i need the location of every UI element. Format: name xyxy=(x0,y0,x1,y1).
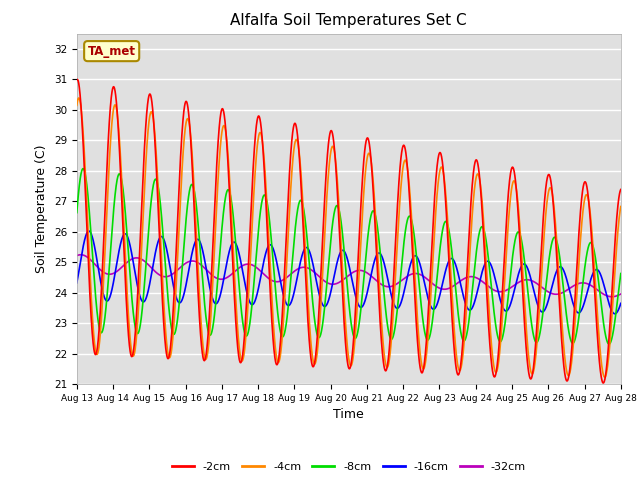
-32cm xyxy=(135,255,143,261)
-8cm xyxy=(617,271,625,276)
-4cm xyxy=(305,316,313,322)
-2cm xyxy=(600,380,607,386)
Y-axis label: Soil Temperature (C): Soil Temperature (C) xyxy=(35,144,48,273)
-4cm xyxy=(282,281,289,287)
-2cm xyxy=(282,247,289,253)
-32cm xyxy=(168,272,175,278)
-16cm xyxy=(85,228,93,234)
-16cm xyxy=(135,290,143,296)
-16cm xyxy=(607,304,614,310)
-4cm xyxy=(135,296,143,302)
-32cm xyxy=(73,253,81,259)
-32cm xyxy=(305,266,313,272)
-2cm xyxy=(305,336,313,342)
-2cm xyxy=(168,336,175,341)
Line: -4cm: -4cm xyxy=(77,98,621,377)
-2cm xyxy=(135,263,143,268)
-8cm xyxy=(168,324,175,330)
Legend: -2cm, -4cm, -8cm, -16cm, -32cm: -2cm, -4cm, -8cm, -16cm, -32cm xyxy=(167,457,531,477)
-8cm xyxy=(135,328,143,334)
-16cm xyxy=(617,300,625,306)
-2cm xyxy=(74,76,81,82)
-4cm xyxy=(548,188,556,193)
-32cm xyxy=(77,252,84,258)
Line: -8cm: -8cm xyxy=(77,168,621,344)
Title: Alfalfa Soil Temperatures Set C: Alfalfa Soil Temperatures Set C xyxy=(230,13,467,28)
-8cm xyxy=(282,325,289,331)
-2cm xyxy=(617,187,625,192)
-16cm xyxy=(168,272,175,277)
-16cm xyxy=(73,280,81,286)
-2cm xyxy=(73,77,81,83)
-32cm xyxy=(548,290,556,296)
Text: TA_met: TA_met xyxy=(88,45,136,58)
-4cm xyxy=(168,349,175,355)
-8cm xyxy=(79,166,87,171)
Line: -32cm: -32cm xyxy=(77,255,621,297)
-8cm xyxy=(605,341,613,347)
-32cm xyxy=(617,291,625,297)
-4cm xyxy=(75,95,83,101)
-32cm xyxy=(282,276,289,281)
-4cm xyxy=(73,102,81,108)
-16cm xyxy=(305,248,313,253)
-16cm xyxy=(282,299,289,305)
-32cm xyxy=(607,294,614,300)
-8cm xyxy=(607,340,614,346)
-4cm xyxy=(617,204,625,209)
-8cm xyxy=(548,240,556,246)
-32cm xyxy=(608,294,616,300)
Line: -2cm: -2cm xyxy=(77,79,621,383)
-16cm xyxy=(548,285,556,290)
Line: -16cm: -16cm xyxy=(77,231,621,314)
-8cm xyxy=(305,259,313,264)
-16cm xyxy=(611,311,619,317)
-8cm xyxy=(73,210,81,216)
-4cm xyxy=(601,374,609,380)
-2cm xyxy=(548,184,556,190)
-4cm xyxy=(607,334,614,339)
X-axis label: Time: Time xyxy=(333,408,364,421)
-2cm xyxy=(607,313,614,319)
